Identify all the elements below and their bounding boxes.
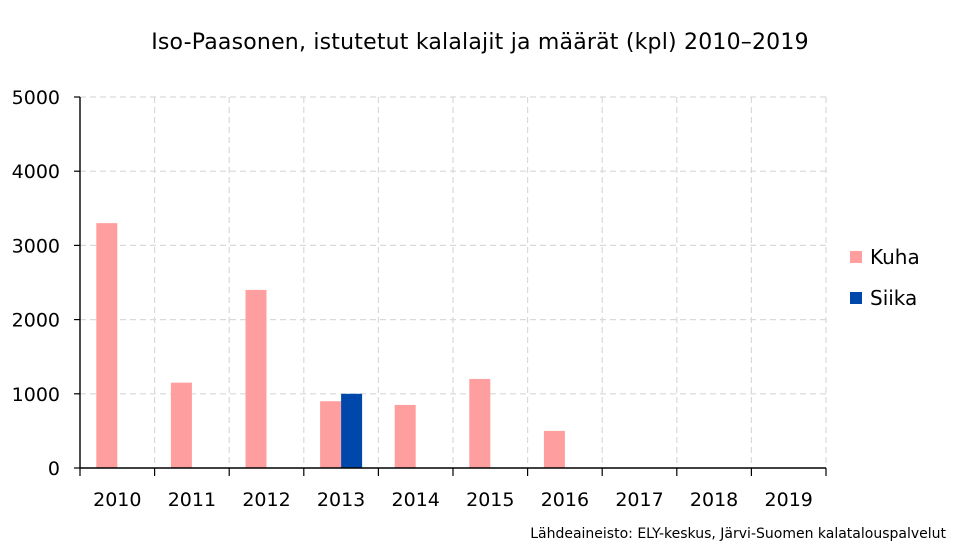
x-tick-label: 2014 xyxy=(392,489,440,511)
x-tick-label: 2018 xyxy=(690,489,738,511)
legend-item: Siika xyxy=(850,285,920,311)
y-tick-label: 5000 xyxy=(12,87,60,109)
legend-swatch xyxy=(850,251,862,263)
y-tick-label: 0 xyxy=(48,458,60,480)
bar-kuha xyxy=(96,223,118,468)
bar-kuha xyxy=(543,430,565,468)
legend-swatch xyxy=(850,292,862,304)
bar-siika xyxy=(341,393,363,468)
source-note: Lähdeaineisto: ELY-keskus, Järvi-Suomen … xyxy=(530,526,946,542)
x-tick-label: 2019 xyxy=(765,489,813,511)
bar-kuha xyxy=(170,382,192,468)
y-tick-label: 1000 xyxy=(12,384,60,406)
x-tick-label: 2011 xyxy=(168,489,216,511)
bar-kuha xyxy=(320,401,342,468)
bar-kuha xyxy=(469,378,491,468)
y-tick-label: 4000 xyxy=(12,161,60,183)
bar-kuha xyxy=(245,289,267,468)
x-tick-label: 2010 xyxy=(93,489,141,511)
chart-title: Iso-Paasonen, istutetut kalalajit ja mää… xyxy=(151,30,809,55)
legend-label: Kuha xyxy=(870,245,920,269)
y-tick-label: 2000 xyxy=(12,310,60,332)
legend-label: Siika xyxy=(870,286,918,310)
legend: Kuha Siika xyxy=(850,244,920,326)
x-tick-label: 2013 xyxy=(317,489,365,511)
x-tick-label: 2016 xyxy=(541,489,589,511)
y-tick-label: 3000 xyxy=(12,235,60,257)
x-tick-label: 2012 xyxy=(242,489,290,511)
x-tick-label: 2017 xyxy=(615,489,663,511)
bar-kuha xyxy=(394,404,416,468)
x-tick-label: 2015 xyxy=(466,489,514,511)
legend-item: Kuha xyxy=(850,244,920,270)
